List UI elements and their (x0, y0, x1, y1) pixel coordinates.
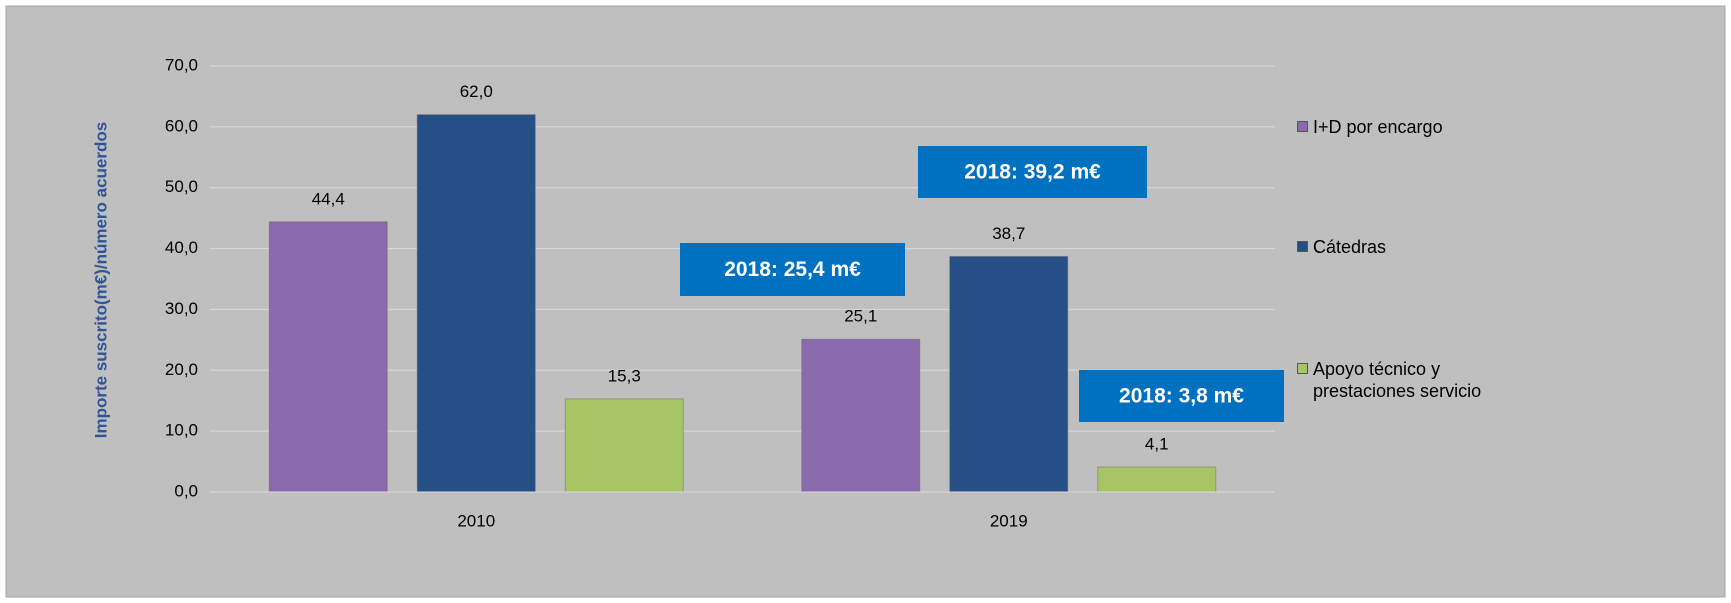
x-tick-label: 2019 (990, 511, 1028, 530)
bar (801, 338, 921, 493)
y-tick-label: 0,0 (174, 481, 198, 500)
data-label: 44,4 (312, 189, 345, 208)
bar (268, 221, 388, 493)
bar (564, 398, 684, 493)
legend-label: Cátedras (1313, 237, 1387, 257)
y-tick-label: 60,0 (165, 116, 198, 135)
bar (949, 255, 1069, 493)
data-label: 62,0 (460, 82, 493, 101)
legend-item: Apoyo técnico y prestaciones servicio (1297, 358, 1523, 402)
x-tick-label: 2010 (457, 511, 495, 530)
legend-item: Cátedras (1297, 236, 1523, 258)
bar (416, 114, 536, 493)
annotation-box (918, 146, 1147, 198)
legend-label: Apoyo técnico y prestaciones servicio (1313, 359, 1482, 401)
annotation: 2018: 25,4 m€ (724, 258, 861, 281)
bar (1097, 466, 1217, 493)
background (5, 5, 1726, 598)
data-label: 25,1 (844, 307, 877, 326)
annotation-box (680, 243, 905, 296)
annotation: 2018: 39,2 m€ (964, 161, 1101, 184)
y-tick-label: 40,0 (165, 238, 198, 257)
data-label: 38,7 (992, 224, 1025, 243)
y-tick-label: 10,0 (165, 421, 198, 440)
annotation: 2018: 3,8 m€ (1119, 385, 1244, 408)
data-label: 4,1 (1145, 435, 1169, 454)
legend-label: I+D por encargo (1313, 117, 1443, 137)
annotation-box (1079, 370, 1284, 422)
y-tick-label: 20,0 (165, 360, 198, 379)
y-axis-label: Importe suscrito(m€)/número acuerdos (91, 122, 110, 438)
data-label: 15,3 (608, 366, 641, 385)
legend-swatch (1297, 121, 1308, 132)
legend-swatch (1297, 241, 1308, 252)
legend-swatch (1297, 363, 1308, 374)
y-tick-label: 70,0 (165, 55, 198, 74)
y-tick-label: 30,0 (165, 299, 198, 318)
legend-item: I+D por encargo (1297, 116, 1523, 138)
y-tick-label: 50,0 (165, 177, 198, 196)
